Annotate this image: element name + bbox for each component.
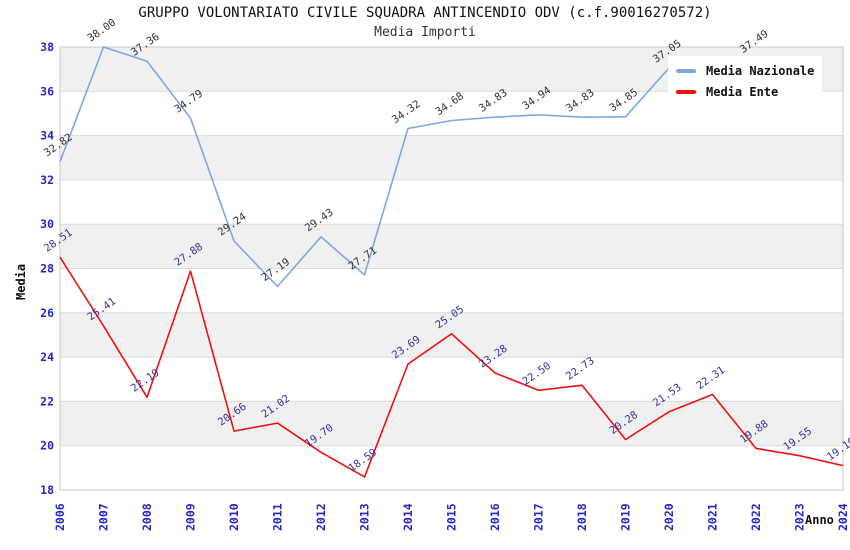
chart-title: GRUPPO VOLONTARIATO CIVILE SQUADRA ANTIN… (138, 5, 712, 21)
x-tick-label: 2016 (488, 503, 502, 531)
x-tick-label: 2014 (401, 503, 415, 531)
x-tick-label: 2018 (575, 503, 589, 531)
legend-item-media-ente: Media Ente (676, 81, 822, 102)
y-tick-label: 38 (40, 40, 54, 54)
series-line-media-nazionale (59, 46, 757, 288)
x-tick-label: 2015 (445, 503, 459, 531)
series-line-media-ente (59, 256, 844, 478)
media-ente-line-swatch (676, 89, 696, 94)
x-tick-label: 2020 (662, 503, 676, 531)
x-tick-label: 2012 (314, 503, 328, 531)
plot-band (60, 312, 843, 358)
data-label: 22.19 (129, 367, 162, 395)
legend: Media Nazionale Media Ente (668, 56, 822, 106)
y-tick-label: 36 (40, 84, 54, 98)
plot-band (60, 401, 843, 446)
legend-label-media-ente: Media Ente (706, 84, 779, 99)
y-tick-label: 28 (40, 262, 54, 276)
x-tick-label: 2008 (140, 503, 154, 531)
plot-border (59, 46, 844, 491)
y-tick-label: 34 (40, 129, 54, 143)
data-label: 22.50 (520, 360, 553, 388)
data-label: 22.31 (694, 364, 727, 392)
data-label: 34.79 (172, 88, 205, 116)
data-label: 18.59 (346, 446, 379, 474)
x-tick-label: 2010 (227, 503, 241, 531)
x-tick-label: 2023 (793, 503, 807, 531)
x-tick-label: 2017 (532, 503, 546, 531)
plot-band (60, 135, 843, 180)
y-tick-label: 30 (40, 217, 54, 231)
chart-subtitle: Media Importi (374, 25, 476, 40)
y-tick-label: 26 (40, 306, 54, 320)
x-tick-label: 2006 (53, 503, 67, 531)
media-nazionale-line-swatch (676, 68, 696, 73)
x-tick-label: 2022 (749, 503, 763, 531)
y-tick-label: 32 (40, 173, 54, 187)
data-label: 38.00 (85, 17, 118, 45)
y-tick-label: 20 (40, 439, 54, 453)
plot-band (60, 224, 843, 269)
x-tick-label: 2024 (836, 503, 850, 531)
y-axis-title: Media (14, 263, 28, 300)
data-label: 22.73 (564, 355, 597, 383)
y-tick-label: 18 (40, 483, 54, 497)
x-tick-label: 2019 (619, 503, 633, 531)
legend-item-media-nazionale: Media Nazionale (676, 60, 822, 81)
legend-label-media-nazionale: Media Nazionale (706, 63, 815, 78)
x-axis-title: Anno (805, 513, 834, 527)
x-tick-label: 2009 (184, 503, 198, 531)
x-tick-label: 2007 (97, 503, 111, 531)
x-tick-label: 2021 (706, 503, 720, 531)
data-label: 34.32 (390, 98, 423, 126)
y-tick-label: 24 (40, 350, 54, 364)
y-tick-label: 22 (40, 394, 54, 408)
x-tick-label: 2011 (271, 503, 285, 531)
data-label: 34.68 (433, 90, 466, 118)
x-tick-label: 2013 (358, 503, 372, 531)
